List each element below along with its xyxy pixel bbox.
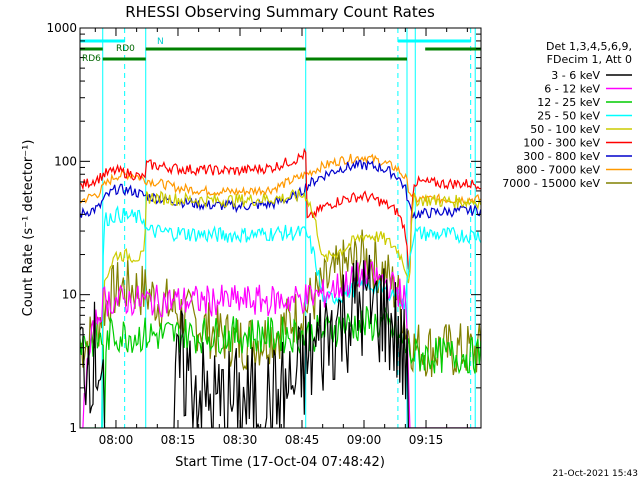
y-tick-label-2: 100: [54, 154, 77, 168]
x-tick-label-5: 09:15: [409, 433, 444, 447]
legend-label-6: 300 - 800 keV: [523, 150, 600, 163]
chart-title: RHESSI Observing Summary Count Rates: [125, 3, 435, 21]
legend-label-1: 6 - 12 keV: [544, 83, 600, 96]
legend-header-0: Det 1,3,4,5,6,9,: [546, 40, 632, 53]
series-line-100-300-kev: [80, 147, 481, 273]
legend-label-7: 800 - 7000 keV: [516, 164, 600, 177]
legend: Det 1,3,4,5,6,9,FDecim 1, Att 0 3 - 6 keV…: [502, 40, 632, 190]
series-line-12-25-kev: [80, 306, 481, 424]
x-tick-label-4: 09:00: [347, 433, 382, 447]
x-tick-label-1: 08:15: [161, 433, 196, 447]
legend-header-1: FDecim 1, Att 0: [547, 53, 632, 66]
footer-date: 21-Oct-2021 15:43: [553, 469, 638, 479]
series-line-3-6-kev: [80, 254, 481, 428]
annotation-n: N: [157, 37, 164, 47]
series-line-25-50-kev: [80, 205, 481, 428]
legend-label-3: 25 - 50 keV: [537, 110, 600, 123]
series-line-7000-15000-kev: [80, 229, 481, 378]
plot-area: [80, 28, 481, 428]
series-line-6-12-kev: [80, 260, 481, 428]
y-axis-label: Count Rate (s⁻¹ detector⁻¹): [21, 140, 36, 317]
plot-frame: [79, 27, 482, 429]
x-tick-label-3: 08:45: [285, 433, 320, 447]
series-line-50-100-kev: [80, 188, 481, 428]
annotation-rd6: RD6: [82, 54, 101, 64]
x-tick-label-0: 08:00: [99, 433, 134, 447]
x-tick-label-2: 08:30: [223, 433, 258, 447]
annotation-rd0: RD0: [116, 44, 135, 54]
y-tick-label-3: 1000: [46, 21, 77, 35]
legend-label-0: 3 - 6 keV: [551, 69, 600, 82]
legend-label-5: 100 - 300 keV: [523, 137, 600, 150]
y-tick-label-0: 1: [69, 421, 77, 435]
legend-label-2: 12 - 25 keV: [537, 96, 600, 109]
x-axis-label: Start Time (17-Oct-04 07:48:42): [175, 455, 385, 470]
y-tick-label-1: 10: [62, 288, 77, 302]
legend-label-8: 7000 - 15000 keV: [502, 177, 600, 190]
series-line-800-7000-kev: [80, 153, 481, 206]
legend-label-4: 50 - 100 keV: [530, 123, 600, 136]
y-axis: 1 10 100 1000: [46, 21, 481, 435]
x-axis: 08:00 08:15 08:30 08:45 09:00 09:15: [94, 28, 468, 447]
